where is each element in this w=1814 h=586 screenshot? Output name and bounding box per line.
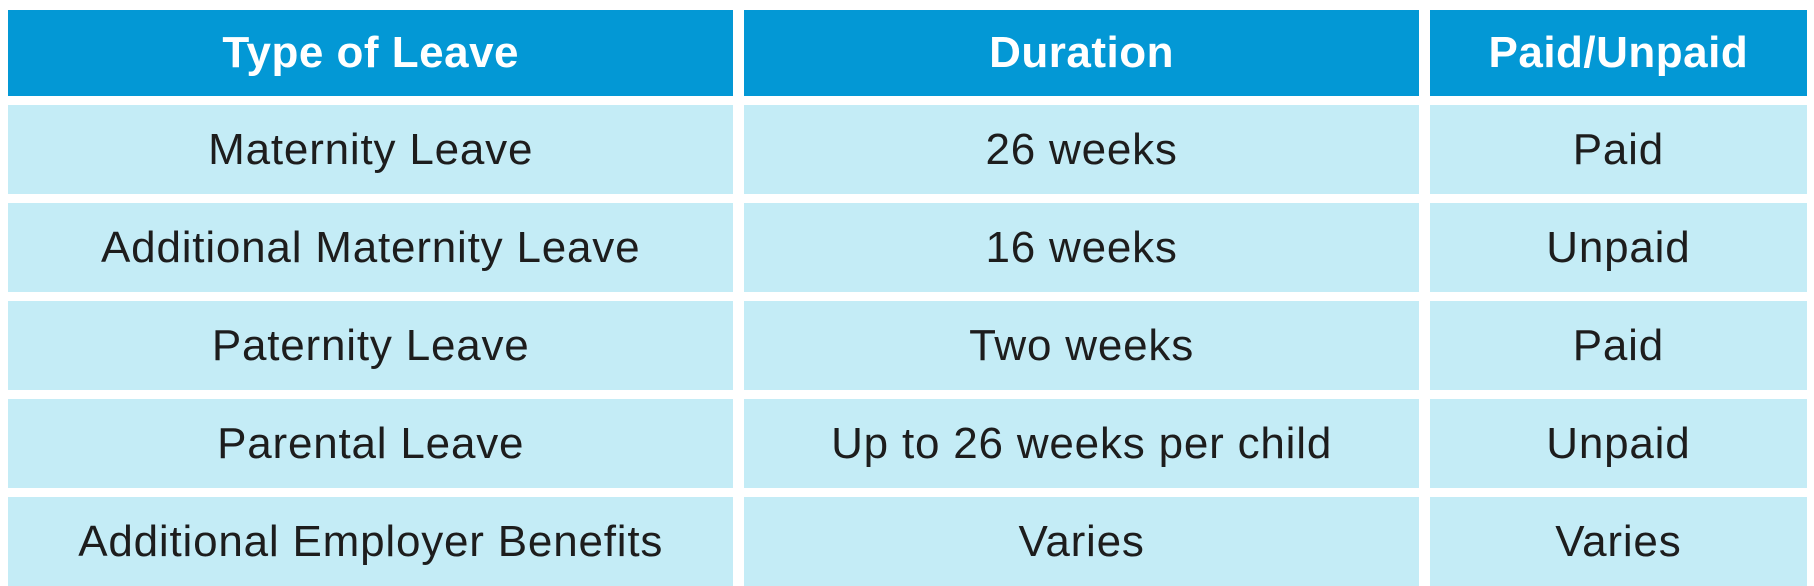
leave-benefits-table: Type of Leave Duration Paid/Unpaid Mater… bbox=[8, 10, 1807, 586]
cell-duration: Varies bbox=[744, 497, 1419, 586]
cell-leave-type: Paternity Leave bbox=[8, 301, 734, 390]
cell-leave-type: Parental Leave bbox=[8, 399, 734, 488]
cell-duration: 16 weeks bbox=[744, 203, 1419, 292]
header-cell-type-of-leave: Type of Leave bbox=[8, 10, 734, 96]
cell-paid-status: Paid bbox=[1429, 105, 1807, 194]
cell-leave-type: Additional Employer Benefits bbox=[8, 497, 734, 586]
cell-paid-status: Unpaid bbox=[1429, 399, 1807, 488]
cell-duration: Two weeks bbox=[744, 301, 1419, 390]
cell-duration: 26 weeks bbox=[744, 105, 1419, 194]
cell-paid-status: Paid bbox=[1429, 301, 1807, 390]
cell-paid-status: Unpaid bbox=[1429, 203, 1807, 292]
cell-leave-type: Maternity Leave bbox=[8, 105, 734, 194]
cell-duration: Up to 26 weeks per child bbox=[744, 399, 1419, 488]
header-cell-duration: Duration bbox=[744, 10, 1419, 96]
cell-paid-status: Varies bbox=[1429, 497, 1807, 586]
cell-leave-type: Additional Maternity Leave bbox=[8, 203, 734, 292]
header-cell-paid-unpaid: Paid/Unpaid bbox=[1429, 10, 1807, 96]
